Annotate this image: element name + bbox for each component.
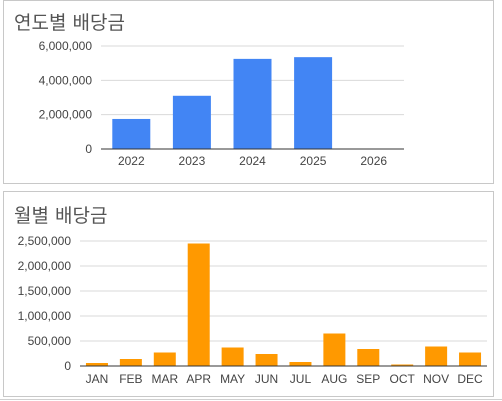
monthly-x-tick-label: FEB xyxy=(119,372,142,386)
yearly-bar-2023[interactable] xyxy=(172,95,211,149)
monthly-bar-jul[interactable] xyxy=(289,362,312,366)
monthly-x-tick-label: SEP xyxy=(356,372,380,386)
monthly-x-tick-label: JUL xyxy=(290,372,312,386)
monthly-x-tick-label: AUG xyxy=(321,372,347,386)
monthly-x-tick-label: DEC xyxy=(457,372,483,386)
monthly-x-tick-label: JAN xyxy=(86,372,109,386)
monthly-bar-jun[interactable] xyxy=(255,354,278,366)
monthly-bar-mar[interactable] xyxy=(153,352,176,367)
monthly-y-tick-label: 500,000 xyxy=(28,334,72,348)
yearly-y-tick-label: 6,000,000 xyxy=(39,39,93,53)
monthly-bar-dec[interactable] xyxy=(459,352,482,367)
monthly-bar-aug[interactable] xyxy=(323,333,346,367)
monthly-y-tick-label: 2,000,000 xyxy=(18,259,72,273)
monthly-bar-feb[interactable] xyxy=(119,359,142,366)
monthly-y-tick-label: 1,000,000 xyxy=(18,309,72,323)
yearly-bar-2022[interactable] xyxy=(112,118,151,149)
monthly-x-tick-label: JUN xyxy=(255,372,278,386)
monthly-chart: 0 500,000 1,000,000 1,500,000 2,000,000 2,500… xyxy=(18,234,487,386)
monthly-x-tick-label: MAY xyxy=(220,372,245,386)
monthly-bar-apr[interactable] xyxy=(187,243,210,367)
yearly-bar-2024[interactable] xyxy=(233,58,272,149)
monthly-x-tick-label: OCT xyxy=(390,372,416,386)
monthly-x-tick-label: NOV xyxy=(423,372,449,386)
monthly-bar-may[interactable] xyxy=(221,347,244,367)
yearly-chart-title: 연도별 배당금 xyxy=(14,12,125,34)
yearly-y-tick-label: 0 xyxy=(85,142,92,156)
yearly-x-tick-label: 2023 xyxy=(179,154,206,168)
monthly-x-tick-label: MAR xyxy=(151,372,178,386)
yearly-y-tick-label: 2,000,000 xyxy=(39,108,93,122)
monthly-y-tick-label: 0 xyxy=(64,359,71,373)
page-divider xyxy=(0,399,502,400)
monthly-y-tick-label: 2,500,000 xyxy=(18,234,72,248)
monthly-dividend-panel: 월별 배당금 0 500,000 1,000,000 1,500,000 2,000,0… xyxy=(3,191,494,397)
yearly-x-tick-label: 2025 xyxy=(300,154,327,168)
yearly-chart: 0 2,000,000 4,000,000 6,000,000 2022 2023 2024… xyxy=(39,39,404,168)
yearly-x-tick-label: 2022 xyxy=(118,154,145,168)
monthly-bar-oct[interactable] xyxy=(391,364,414,367)
yearly-dividend-panel: 연도별 배당금 0 2,000,000 4,000,000 6,000,000 2022… xyxy=(3,0,494,184)
monthly-bar-nov[interactable] xyxy=(425,346,448,367)
monthly-chart-title: 월별 배당금 xyxy=(14,205,108,227)
monthly-bar-jan[interactable] xyxy=(85,363,108,366)
monthly-bar-sep[interactable] xyxy=(357,349,380,366)
yearly-x-tick-label: 2026 xyxy=(360,154,387,168)
monthly-x-tick-label: APR xyxy=(186,372,211,386)
yearly-bar-2025[interactable] xyxy=(294,57,333,149)
yearly-y-tick-label: 4,000,000 xyxy=(39,73,93,87)
yearly-x-tick-label: 2024 xyxy=(239,154,266,168)
monthly-y-tick-label: 1,500,000 xyxy=(18,284,72,298)
